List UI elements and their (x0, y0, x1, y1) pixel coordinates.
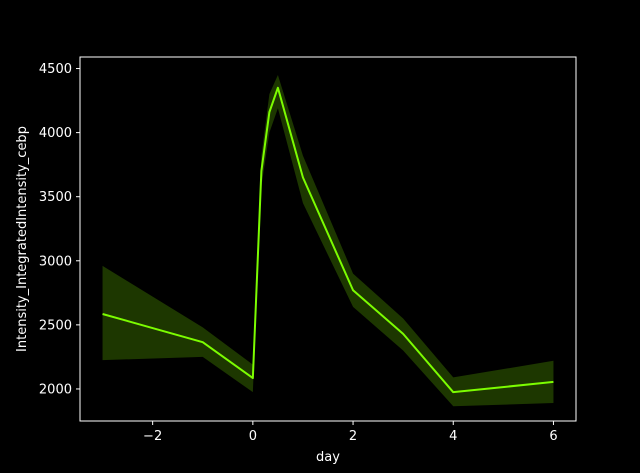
x-axis-label: day (316, 450, 340, 465)
y-tick-label: 3500 (39, 190, 72, 205)
x-tick-label: 2 (349, 429, 357, 444)
y-tick-label: 2000 (39, 382, 72, 397)
x-tick-label: 4 (449, 429, 457, 444)
x-tick-label: −2 (143, 429, 162, 444)
x-tick-label: 0 (249, 429, 257, 444)
y-tick-label: 4000 (39, 126, 72, 141)
x-axis-ticks: −2 0 2 4 6 (143, 421, 558, 444)
confidence-band (102, 74, 554, 407)
series-line (102, 86, 554, 394)
series-line-layer (102, 86, 554, 394)
y-tick-label: 2500 (39, 318, 72, 333)
y-axis-ticks: 2000 2500 3000 3500 4000 4500 (39, 62, 80, 397)
y-tick-label: 4500 (39, 62, 72, 77)
plot-frame (79, 56, 577, 422)
y-tick-label: 3000 (39, 254, 72, 269)
confidence-band-layer (102, 74, 554, 407)
y-axis-label: Intensity_IntegratedIntensity_cebp (15, 126, 30, 352)
x-tick-label: 6 (549, 429, 557, 444)
